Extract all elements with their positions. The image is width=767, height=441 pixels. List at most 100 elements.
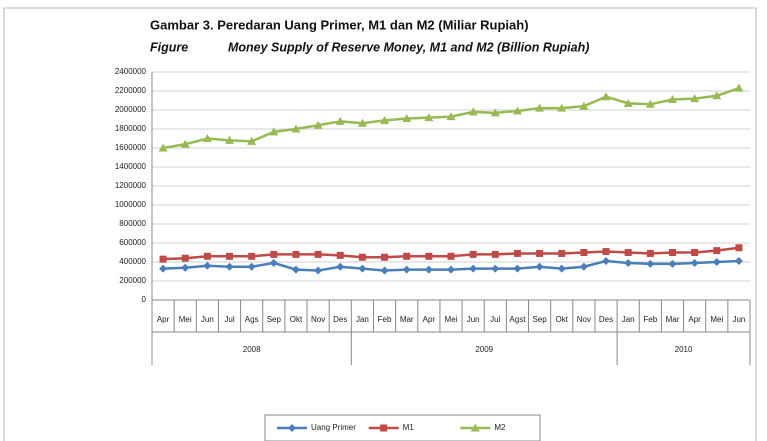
group-label: 2009 bbox=[475, 345, 493, 354]
x-tick-label: Jun bbox=[732, 315, 745, 324]
marker bbox=[646, 259, 655, 268]
marker bbox=[734, 257, 743, 266]
y-tick-label: 600000 bbox=[119, 238, 146, 247]
marker bbox=[668, 259, 677, 268]
marker bbox=[225, 135, 235, 144]
marker bbox=[358, 253, 366, 261]
marker bbox=[470, 423, 480, 432]
chart-subtitle: Money Supply of Reserve Money, M1 and M2… bbox=[228, 40, 589, 54]
x-tick-label: Jun bbox=[467, 315, 480, 324]
marker bbox=[446, 112, 456, 121]
marker bbox=[336, 262, 345, 271]
marker bbox=[447, 252, 455, 260]
marker bbox=[424, 113, 434, 122]
marker bbox=[269, 127, 279, 136]
marker bbox=[623, 98, 633, 107]
marker bbox=[735, 244, 743, 252]
marker bbox=[181, 254, 189, 262]
marker bbox=[288, 424, 296, 432]
legend-label: M2 bbox=[494, 423, 506, 432]
x-tick-label: Des bbox=[599, 315, 613, 324]
x-tick-label: Agst bbox=[509, 315, 526, 324]
y-tick-label: 2200000 bbox=[115, 86, 147, 95]
marker bbox=[358, 264, 367, 273]
y-tick-label: 1600000 bbox=[115, 143, 147, 152]
marker bbox=[314, 250, 322, 258]
y-tick-label: 2000000 bbox=[115, 105, 147, 114]
marker bbox=[624, 249, 632, 256]
x-tick-label: Jul bbox=[490, 315, 500, 324]
y-tick-label: 0 bbox=[142, 295, 147, 304]
marker bbox=[291, 265, 300, 274]
marker bbox=[425, 252, 433, 260]
marker bbox=[513, 249, 521, 257]
x-tick-label: Feb bbox=[378, 315, 392, 324]
marker bbox=[645, 99, 655, 108]
x-tick-label: Mei bbox=[710, 315, 723, 324]
group-label: 2010 bbox=[675, 345, 693, 354]
marker bbox=[447, 265, 455, 274]
x-tick-label: Okt bbox=[556, 315, 569, 324]
marker bbox=[270, 250, 278, 258]
x-tick-label: Jan bbox=[356, 315, 369, 324]
marker bbox=[579, 101, 589, 110]
marker bbox=[558, 249, 566, 257]
marker bbox=[602, 248, 610, 256]
marker bbox=[314, 266, 323, 275]
y-tick-label: 1000000 bbox=[115, 200, 147, 209]
marker bbox=[624, 258, 633, 267]
x-tick-label: Jul bbox=[224, 315, 234, 324]
marker bbox=[646, 249, 654, 257]
marker bbox=[468, 107, 478, 116]
marker bbox=[202, 134, 212, 142]
group-label: 2008 bbox=[243, 345, 261, 354]
x-tick-label: Mei bbox=[445, 315, 458, 324]
marker bbox=[158, 143, 168, 152]
marker bbox=[491, 250, 499, 258]
marker bbox=[181, 263, 190, 272]
y-tick-label: 800000 bbox=[119, 219, 146, 228]
marker bbox=[292, 250, 300, 258]
marker bbox=[712, 91, 722, 100]
y-tick-label: 200000 bbox=[119, 276, 146, 285]
marker bbox=[580, 249, 588, 256]
marker bbox=[557, 264, 566, 273]
marker bbox=[535, 262, 544, 271]
marker bbox=[734, 83, 744, 92]
marker bbox=[557, 103, 567, 112]
legend-label: M1 bbox=[403, 423, 415, 432]
x-tick-label: Apr bbox=[157, 315, 170, 324]
marker bbox=[691, 249, 699, 256]
x-tick-label: Nov bbox=[311, 315, 325, 324]
x-tick-label: Jan bbox=[622, 315, 635, 324]
legend-box bbox=[264, 414, 541, 441]
marker bbox=[203, 261, 212, 270]
marker bbox=[535, 103, 545, 112]
marker bbox=[668, 249, 676, 256]
marker bbox=[602, 257, 611, 266]
marker bbox=[381, 253, 389, 261]
marker bbox=[336, 251, 344, 259]
marker bbox=[180, 139, 190, 148]
marker bbox=[380, 266, 389, 275]
marker bbox=[690, 258, 699, 267]
marker bbox=[690, 94, 700, 103]
x-tick-label: Sep bbox=[267, 315, 282, 324]
marker bbox=[335, 116, 345, 125]
marker bbox=[159, 255, 167, 263]
y-tick-label: 1800000 bbox=[115, 124, 147, 133]
marker bbox=[490, 108, 500, 117]
x-tick-label: Mei bbox=[179, 315, 192, 324]
marker bbox=[203, 252, 211, 260]
x-tick-label: Sep bbox=[532, 315, 547, 324]
marker bbox=[403, 252, 411, 260]
marker bbox=[424, 265, 433, 274]
marker bbox=[513, 264, 522, 273]
x-tick-label: Mar bbox=[400, 315, 414, 324]
marker bbox=[713, 247, 721, 255]
x-tick-label: Mar bbox=[666, 315, 680, 324]
marker bbox=[491, 264, 500, 273]
marker bbox=[712, 258, 721, 266]
marker bbox=[291, 124, 301, 133]
